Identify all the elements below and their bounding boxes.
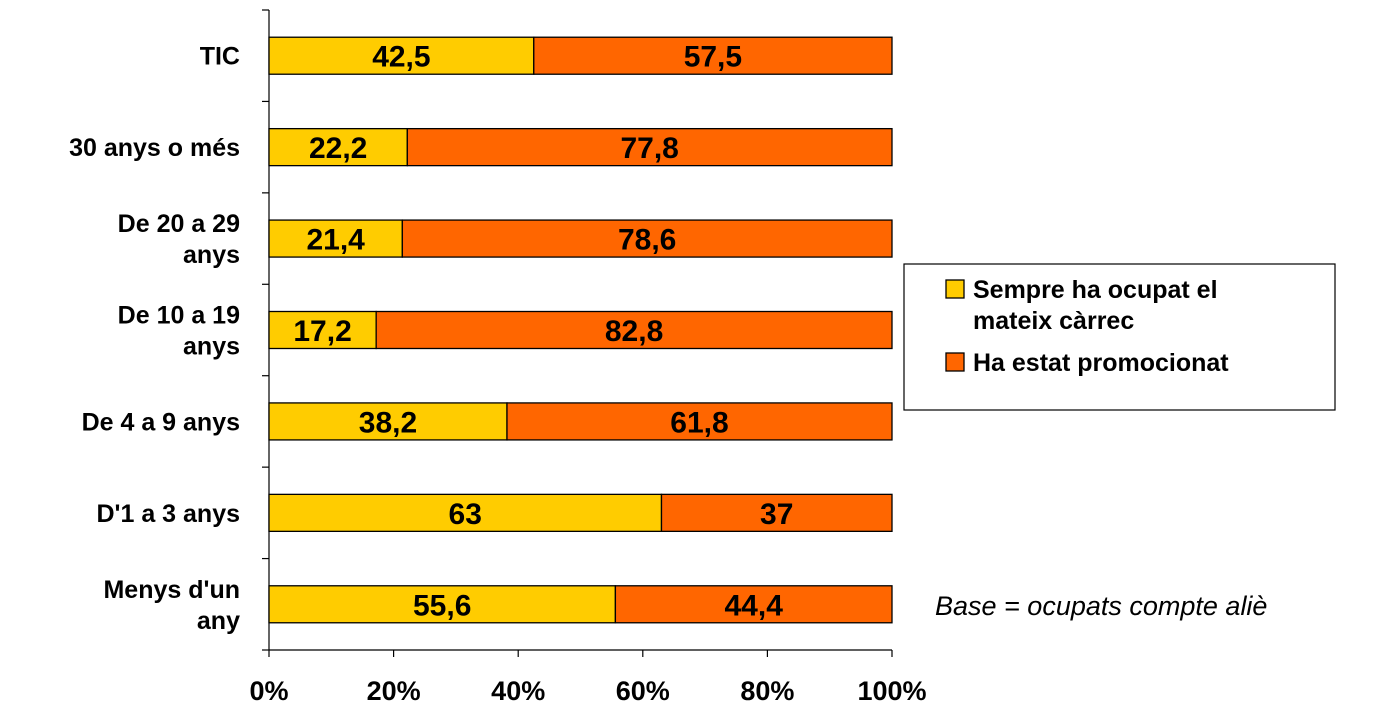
category-label: TIC: [200, 43, 240, 71]
bar-sempre: [268, 310, 377, 350]
data-label: 21,4: [306, 224, 365, 257]
data-label: 22,2: [309, 132, 367, 165]
legend-box: [903, 263, 1336, 411]
bar-promocionat: [406, 127, 893, 167]
category-label: De 20 a 29 anys: [118, 210, 240, 269]
bars: [268, 36, 893, 624]
bar-sempre: [268, 36, 535, 75]
bar-promocionat: [660, 493, 893, 533]
x-tick-label: 80%: [740, 676, 794, 703]
category-label: D'1 a 3 anys: [96, 500, 240, 528]
data-label: 77,8: [620, 132, 678, 165]
category-label: De 10 a 19 anys: [118, 302, 240, 361]
data-label: 78,6: [618, 224, 676, 257]
category-label: Menys d'un any: [103, 576, 240, 635]
data-label: 42,5: [372, 41, 430, 74]
data-label: 37: [760, 498, 793, 531]
category-label: 30 anys o més: [69, 134, 240, 162]
bar-promocionat: [614, 585, 893, 624]
base-note: Base = ocupats compte aliè: [935, 591, 1267, 621]
bar-sempre: [268, 127, 408, 167]
bar-promocionat: [506, 402, 893, 441]
legend: Sempre ha ocupat el mateix càrrec Ha estat…: [903, 263, 1336, 411]
bar-sempre: [268, 219, 403, 258]
legend-label: Ha estat promocionat: [973, 349, 1229, 377]
x-tick-label: 0%: [249, 676, 288, 703]
data-label: 82,8: [605, 315, 663, 348]
bar-sempre: [268, 493, 663, 533]
data-label: 17,2: [293, 315, 351, 348]
x-tick-label: 100%: [857, 676, 926, 703]
axes: 0% 20% 40% 60% 80% 100%: [249, 9, 927, 703]
bar-sempre: [268, 585, 617, 624]
data-label: 61,8: [670, 406, 728, 439]
bar-promocionat: [533, 36, 893, 75]
data-label: 38,2: [359, 406, 417, 439]
legend-swatch: [945, 352, 965, 372]
data-label: 57,5: [684, 41, 742, 74]
x-tick-label: 40%: [491, 676, 545, 703]
legend-swatch: [945, 279, 965, 299]
bar-promocionat: [401, 219, 893, 258]
labels: 42,5 57,5 TIC 22,2 77,8 30 anys o més 21,4 78,6…: [69, 41, 793, 635]
bar-sempre: [268, 402, 508, 441]
data-label: 55,6: [413, 589, 471, 622]
x-tick-label: 60%: [616, 676, 670, 703]
legend-label: Sempre ha ocupat el mateix càrrec: [973, 276, 1218, 335]
bar-promocionat: [375, 310, 893, 350]
data-label: 63: [449, 498, 482, 531]
x-tick-label: 20%: [367, 676, 421, 703]
category-label: De 4 a 9 anys: [82, 408, 240, 436]
data-label: 44,4: [724, 589, 783, 622]
